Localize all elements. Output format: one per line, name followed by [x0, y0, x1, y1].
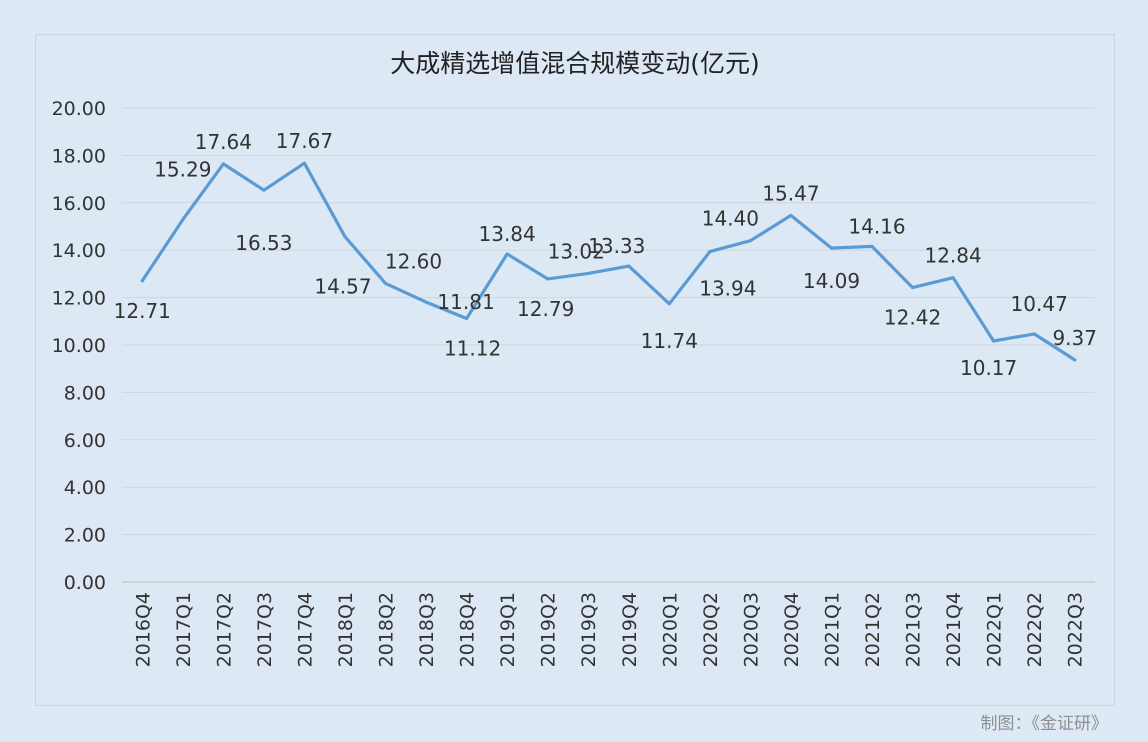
- series-layer: [140, 161, 1077, 362]
- x-tick-label: 2020Q4: [781, 592, 803, 667]
- x-tick-label: 2020Q2: [700, 592, 722, 667]
- data-point: [140, 279, 144, 283]
- data-point: [181, 218, 185, 222]
- x-tick-label: 2019Q1: [497, 592, 519, 667]
- data-label: 13.94: [699, 277, 756, 301]
- x-tick-label: 2019Q2: [538, 592, 560, 667]
- data-label: 17.64: [195, 130, 252, 154]
- data-label: 14.40: [702, 207, 759, 231]
- x-tick-label: 2021Q2: [862, 592, 884, 667]
- y-tick-label: 0.00: [64, 572, 106, 594]
- data-label: 17.67: [276, 129, 333, 153]
- data-label: 13.33: [588, 234, 645, 258]
- data-label: 12.60: [385, 249, 442, 273]
- data-point: [951, 276, 955, 280]
- data-label: 14.16: [848, 214, 905, 238]
- data-point: [708, 250, 712, 254]
- y-axis: 0.00 2.00 4.00 6.00 8.00 10.00 12.00 14.00 16.00…: [52, 98, 106, 594]
- x-tick-label: 2020Q3: [740, 592, 762, 667]
- x-tick-label: 2018Q4: [457, 592, 479, 667]
- data-label: 12.71: [114, 299, 171, 323]
- x-tick-label: 2019Q3: [578, 592, 600, 667]
- data-label: 10.47: [1011, 292, 1068, 316]
- x-tick-label: 2017Q3: [254, 592, 276, 667]
- data-label: 11.12: [444, 336, 501, 360]
- x-axis: 2016Q4 2017Q1 2017Q2 2017Q3 2017Q4 2018Q1 2018…: [132, 592, 1086, 667]
- data-point: [546, 277, 550, 281]
- data-label: 16.53: [235, 231, 292, 255]
- data-point: [870, 244, 874, 248]
- data-label: 11.74: [641, 329, 698, 353]
- credit-caption: 制图：《金证研》: [980, 714, 1109, 734]
- data-point: [221, 162, 225, 166]
- y-tick-label: 10.00: [52, 335, 106, 357]
- y-tick-label: 8.00: [64, 382, 106, 404]
- data-point: [384, 281, 388, 285]
- x-tick-label: 2021Q4: [943, 592, 965, 667]
- gridlines: [122, 107, 1095, 583]
- chart-frame: [35, 34, 1115, 706]
- data-label: 13.02: [548, 239, 605, 263]
- data-label: 15.47: [762, 181, 819, 205]
- x-tick-label: 2021Q3: [903, 592, 925, 667]
- data-label: 14.57: [314, 275, 371, 299]
- data-point: [505, 252, 509, 256]
- data-label: 14.09: [803, 269, 860, 293]
- data-point: [1032, 332, 1036, 336]
- x-tick-label: 2022Q3: [1065, 592, 1087, 667]
- y-tick-label: 2.00: [64, 525, 106, 547]
- x-tick-label: 2016Q4: [132, 592, 154, 667]
- data-label: 11.81: [437, 290, 494, 314]
- x-tick-label: 2017Q4: [294, 592, 316, 667]
- x-tick-label: 2017Q2: [213, 592, 235, 667]
- data-point: [1073, 358, 1077, 362]
- data-label: 10.17: [960, 356, 1017, 380]
- data-point: [627, 264, 631, 268]
- data-point: [667, 302, 671, 306]
- y-tick-label: 4.00: [64, 477, 106, 499]
- data-point: [911, 286, 915, 290]
- data-label: 12.42: [884, 306, 941, 330]
- y-tick-label: 12.00: [52, 288, 106, 310]
- series-line: [140, 161, 1077, 362]
- y-tick-label: 16.00: [52, 193, 106, 215]
- data-point: [789, 213, 793, 217]
- x-tick-label: 2018Q3: [416, 592, 438, 667]
- data-point: [262, 188, 266, 192]
- y-tick-label: 20.00: [52, 98, 106, 120]
- data-point: [992, 339, 996, 343]
- x-tick-label: 2018Q1: [335, 592, 357, 667]
- data-label: 12.84: [924, 244, 981, 268]
- y-tick-label: 14.00: [52, 240, 106, 262]
- x-tick-label: 2019Q4: [619, 592, 641, 667]
- data-label: 13.84: [479, 222, 536, 246]
- data-point: [302, 161, 306, 165]
- x-tick-label: 2022Q1: [984, 592, 1006, 667]
- data-point: [748, 239, 752, 243]
- data-point: [343, 235, 347, 239]
- data-label: 12.79: [517, 297, 574, 321]
- y-tick-label: 18.00: [52, 145, 106, 167]
- data-label: 9.37: [1052, 326, 1097, 350]
- x-tick-label: 2022Q2: [1024, 592, 1046, 667]
- data-labels: 12.71 15.29 17.64 16.53 17.67 14.57 12.60 11.81…: [114, 129, 1097, 380]
- chart-title: 大成精选增值混合规模变动(亿元): [390, 49, 760, 78]
- x-tick-label: 2021Q1: [821, 592, 843, 667]
- x-tick-label: 2018Q2: [376, 592, 398, 667]
- data-point: [424, 300, 428, 304]
- data-label: 15.29: [154, 158, 211, 182]
- x-tick-label: 2017Q1: [173, 592, 195, 667]
- data-point: [586, 271, 590, 275]
- x-tick-label: 2020Q1: [659, 592, 681, 667]
- data-point: [465, 316, 469, 320]
- data-point: [829, 246, 833, 250]
- y-tick-label: 6.00: [64, 430, 106, 452]
